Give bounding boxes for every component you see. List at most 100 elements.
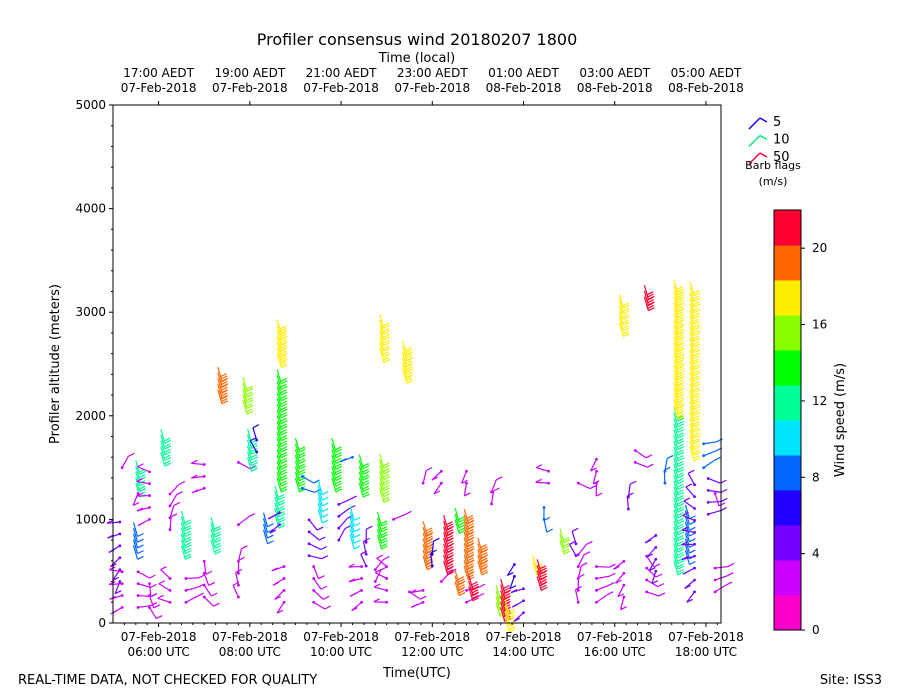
barb-station xyxy=(120,582,124,586)
barb-flag xyxy=(163,448,171,453)
barb-shaft xyxy=(509,576,515,589)
wind-barb xyxy=(689,395,701,411)
barb-flag xyxy=(693,386,700,391)
barb-flag xyxy=(280,406,287,411)
barb-shaft xyxy=(317,480,323,495)
barb-station xyxy=(693,519,696,522)
wind-barb xyxy=(160,565,172,580)
barb-flag xyxy=(280,344,287,349)
barb-shaft xyxy=(262,512,269,527)
barb-flag xyxy=(647,299,655,304)
barb-station xyxy=(654,545,658,549)
barb-flag xyxy=(280,385,288,390)
barb-flag xyxy=(447,565,454,570)
barb-flag xyxy=(623,321,630,326)
wind-barb xyxy=(689,418,701,433)
barb-flag xyxy=(677,330,685,335)
barb-flag xyxy=(693,394,701,399)
barb-flag xyxy=(609,572,616,577)
wind-barb xyxy=(569,540,578,558)
barb-flag xyxy=(383,498,391,503)
barb-flag xyxy=(681,526,689,531)
barb-shaft xyxy=(349,534,355,550)
barb-flag xyxy=(467,519,475,524)
barb-flag xyxy=(693,403,700,408)
wind-barb xyxy=(617,583,626,598)
barb-flag xyxy=(682,511,689,516)
barb-flag xyxy=(480,551,488,557)
barb-shaft xyxy=(274,589,285,600)
barb-shaft xyxy=(590,459,598,472)
barb-station xyxy=(654,569,658,573)
barb-flag xyxy=(677,485,685,490)
barb-flag xyxy=(137,550,144,555)
barb-flag xyxy=(677,569,684,574)
wind-barb xyxy=(645,590,666,597)
barb-flag xyxy=(677,415,685,420)
barb-station xyxy=(237,571,240,575)
wind-barb xyxy=(648,557,658,572)
barb-station xyxy=(282,577,286,580)
barb-flag xyxy=(677,368,684,373)
wind-barb xyxy=(331,472,343,487)
barb-flag xyxy=(617,593,625,598)
colorbar-segment xyxy=(774,525,801,561)
barb-flag xyxy=(137,532,144,538)
barb-flag xyxy=(278,518,286,524)
wind-barb xyxy=(137,463,151,474)
barb-station xyxy=(440,469,443,473)
wind-barb xyxy=(210,522,222,538)
barb-station xyxy=(522,599,525,603)
barb-flag xyxy=(280,356,287,361)
barb-shaft xyxy=(535,481,549,484)
barb-flag xyxy=(677,398,685,403)
barb-station xyxy=(430,564,434,568)
barb-flag xyxy=(220,398,228,403)
barb-flag xyxy=(693,420,700,425)
wind-barb xyxy=(349,529,361,544)
barb-flag xyxy=(629,480,637,485)
barb-flag xyxy=(677,339,684,344)
barb-station xyxy=(360,600,363,604)
wind-barb xyxy=(542,506,551,522)
barb-shaft xyxy=(684,521,691,537)
barb-flag xyxy=(677,494,684,500)
barb-flag xyxy=(677,393,685,398)
x-tick-time: 16:00 UTC xyxy=(584,645,646,659)
wind-barb xyxy=(500,578,511,594)
barb-flag xyxy=(380,537,388,542)
wind-barb xyxy=(422,521,434,537)
barb-flag xyxy=(684,584,691,589)
legend-barb-shaft xyxy=(748,152,761,165)
barb-shaft xyxy=(686,591,696,603)
barb-flag xyxy=(693,306,700,312)
barb-flag xyxy=(687,469,695,474)
barb-flag xyxy=(458,580,466,585)
barb-flag xyxy=(467,540,474,545)
barb-flag xyxy=(677,417,685,422)
barb-station xyxy=(202,571,206,575)
wind-barb xyxy=(136,570,156,579)
barb-station xyxy=(255,450,259,454)
wind-barb xyxy=(180,528,192,543)
barb-flag xyxy=(613,565,620,570)
x-tick-date: 07-Feb-2018 xyxy=(303,630,379,644)
barb-flag xyxy=(158,580,166,585)
wind-barb xyxy=(317,491,329,507)
barb-flag xyxy=(677,305,684,310)
barb-flag xyxy=(677,288,684,293)
barb-flag xyxy=(335,454,343,459)
barb-shaft xyxy=(626,496,630,510)
barb-station xyxy=(645,578,649,582)
barb-flag xyxy=(623,333,630,338)
barb-station xyxy=(702,466,706,469)
barb-flag xyxy=(405,366,413,371)
barb-station xyxy=(337,526,341,530)
wind-barb xyxy=(148,606,163,620)
barb-shaft xyxy=(684,538,691,554)
barb-flag xyxy=(280,451,287,457)
barb-flag xyxy=(446,569,454,574)
barb-station xyxy=(364,540,368,544)
wind-barb xyxy=(379,319,391,335)
